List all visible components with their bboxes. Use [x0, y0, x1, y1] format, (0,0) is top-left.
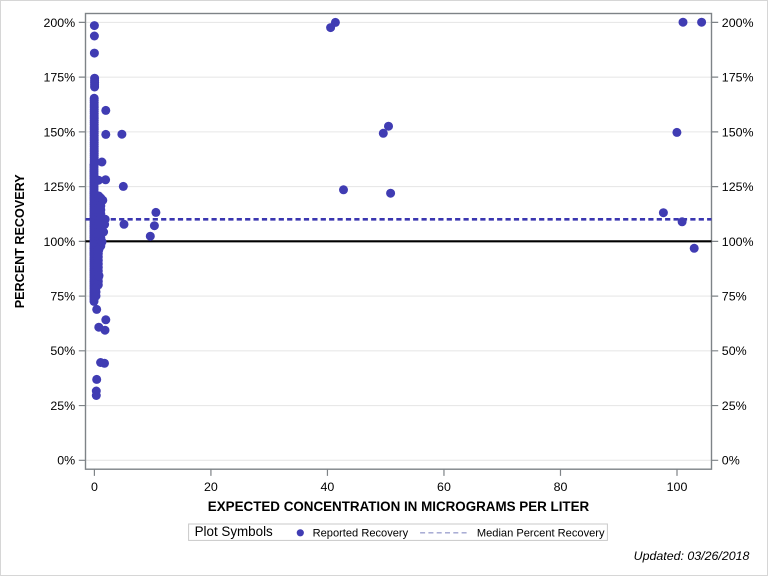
svg-text:PERCENT RECOVERY: PERCENT RECOVERY [13, 174, 27, 308]
svg-text:25%: 25% [50, 399, 75, 413]
svg-text:Median Percent Recovery: Median Percent Recovery [477, 527, 605, 539]
svg-text:100: 100 [667, 480, 688, 494]
svg-text:Reported Recovery: Reported Recovery [313, 527, 409, 539]
svg-text:50%: 50% [50, 344, 75, 358]
svg-text:50%: 50% [722, 344, 747, 358]
svg-text:25%: 25% [722, 399, 747, 413]
svg-text:175%: 175% [722, 71, 754, 85]
svg-text:Updated: 03/26/2018: Updated: 03/26/2018 [634, 549, 750, 563]
svg-text:Plot Symbols: Plot Symbols [195, 524, 273, 539]
svg-text:0%: 0% [57, 454, 75, 468]
svg-text:40: 40 [321, 480, 335, 494]
svg-text:200%: 200% [43, 16, 75, 30]
svg-text:150%: 150% [43, 125, 75, 139]
svg-text:75%: 75% [50, 290, 75, 304]
svg-text:125%: 125% [722, 180, 754, 194]
svg-text:150%: 150% [722, 125, 754, 139]
svg-text:20: 20 [204, 480, 218, 494]
svg-text:175%: 175% [43, 71, 75, 85]
svg-text:0: 0 [91, 480, 98, 494]
svg-text:100%: 100% [722, 235, 754, 249]
svg-text:125%: 125% [43, 180, 75, 194]
svg-text:60: 60 [437, 480, 451, 494]
svg-text:EXPECTED CONCENTRATION IN MICR: EXPECTED CONCENTRATION IN MICROGRAMS PER… [208, 499, 590, 514]
svg-text:100%: 100% [43, 235, 75, 249]
svg-text:200%: 200% [722, 16, 754, 30]
svg-text:0%: 0% [722, 454, 740, 468]
svg-text:75%: 75% [722, 290, 747, 304]
svg-text:80: 80 [554, 480, 568, 494]
